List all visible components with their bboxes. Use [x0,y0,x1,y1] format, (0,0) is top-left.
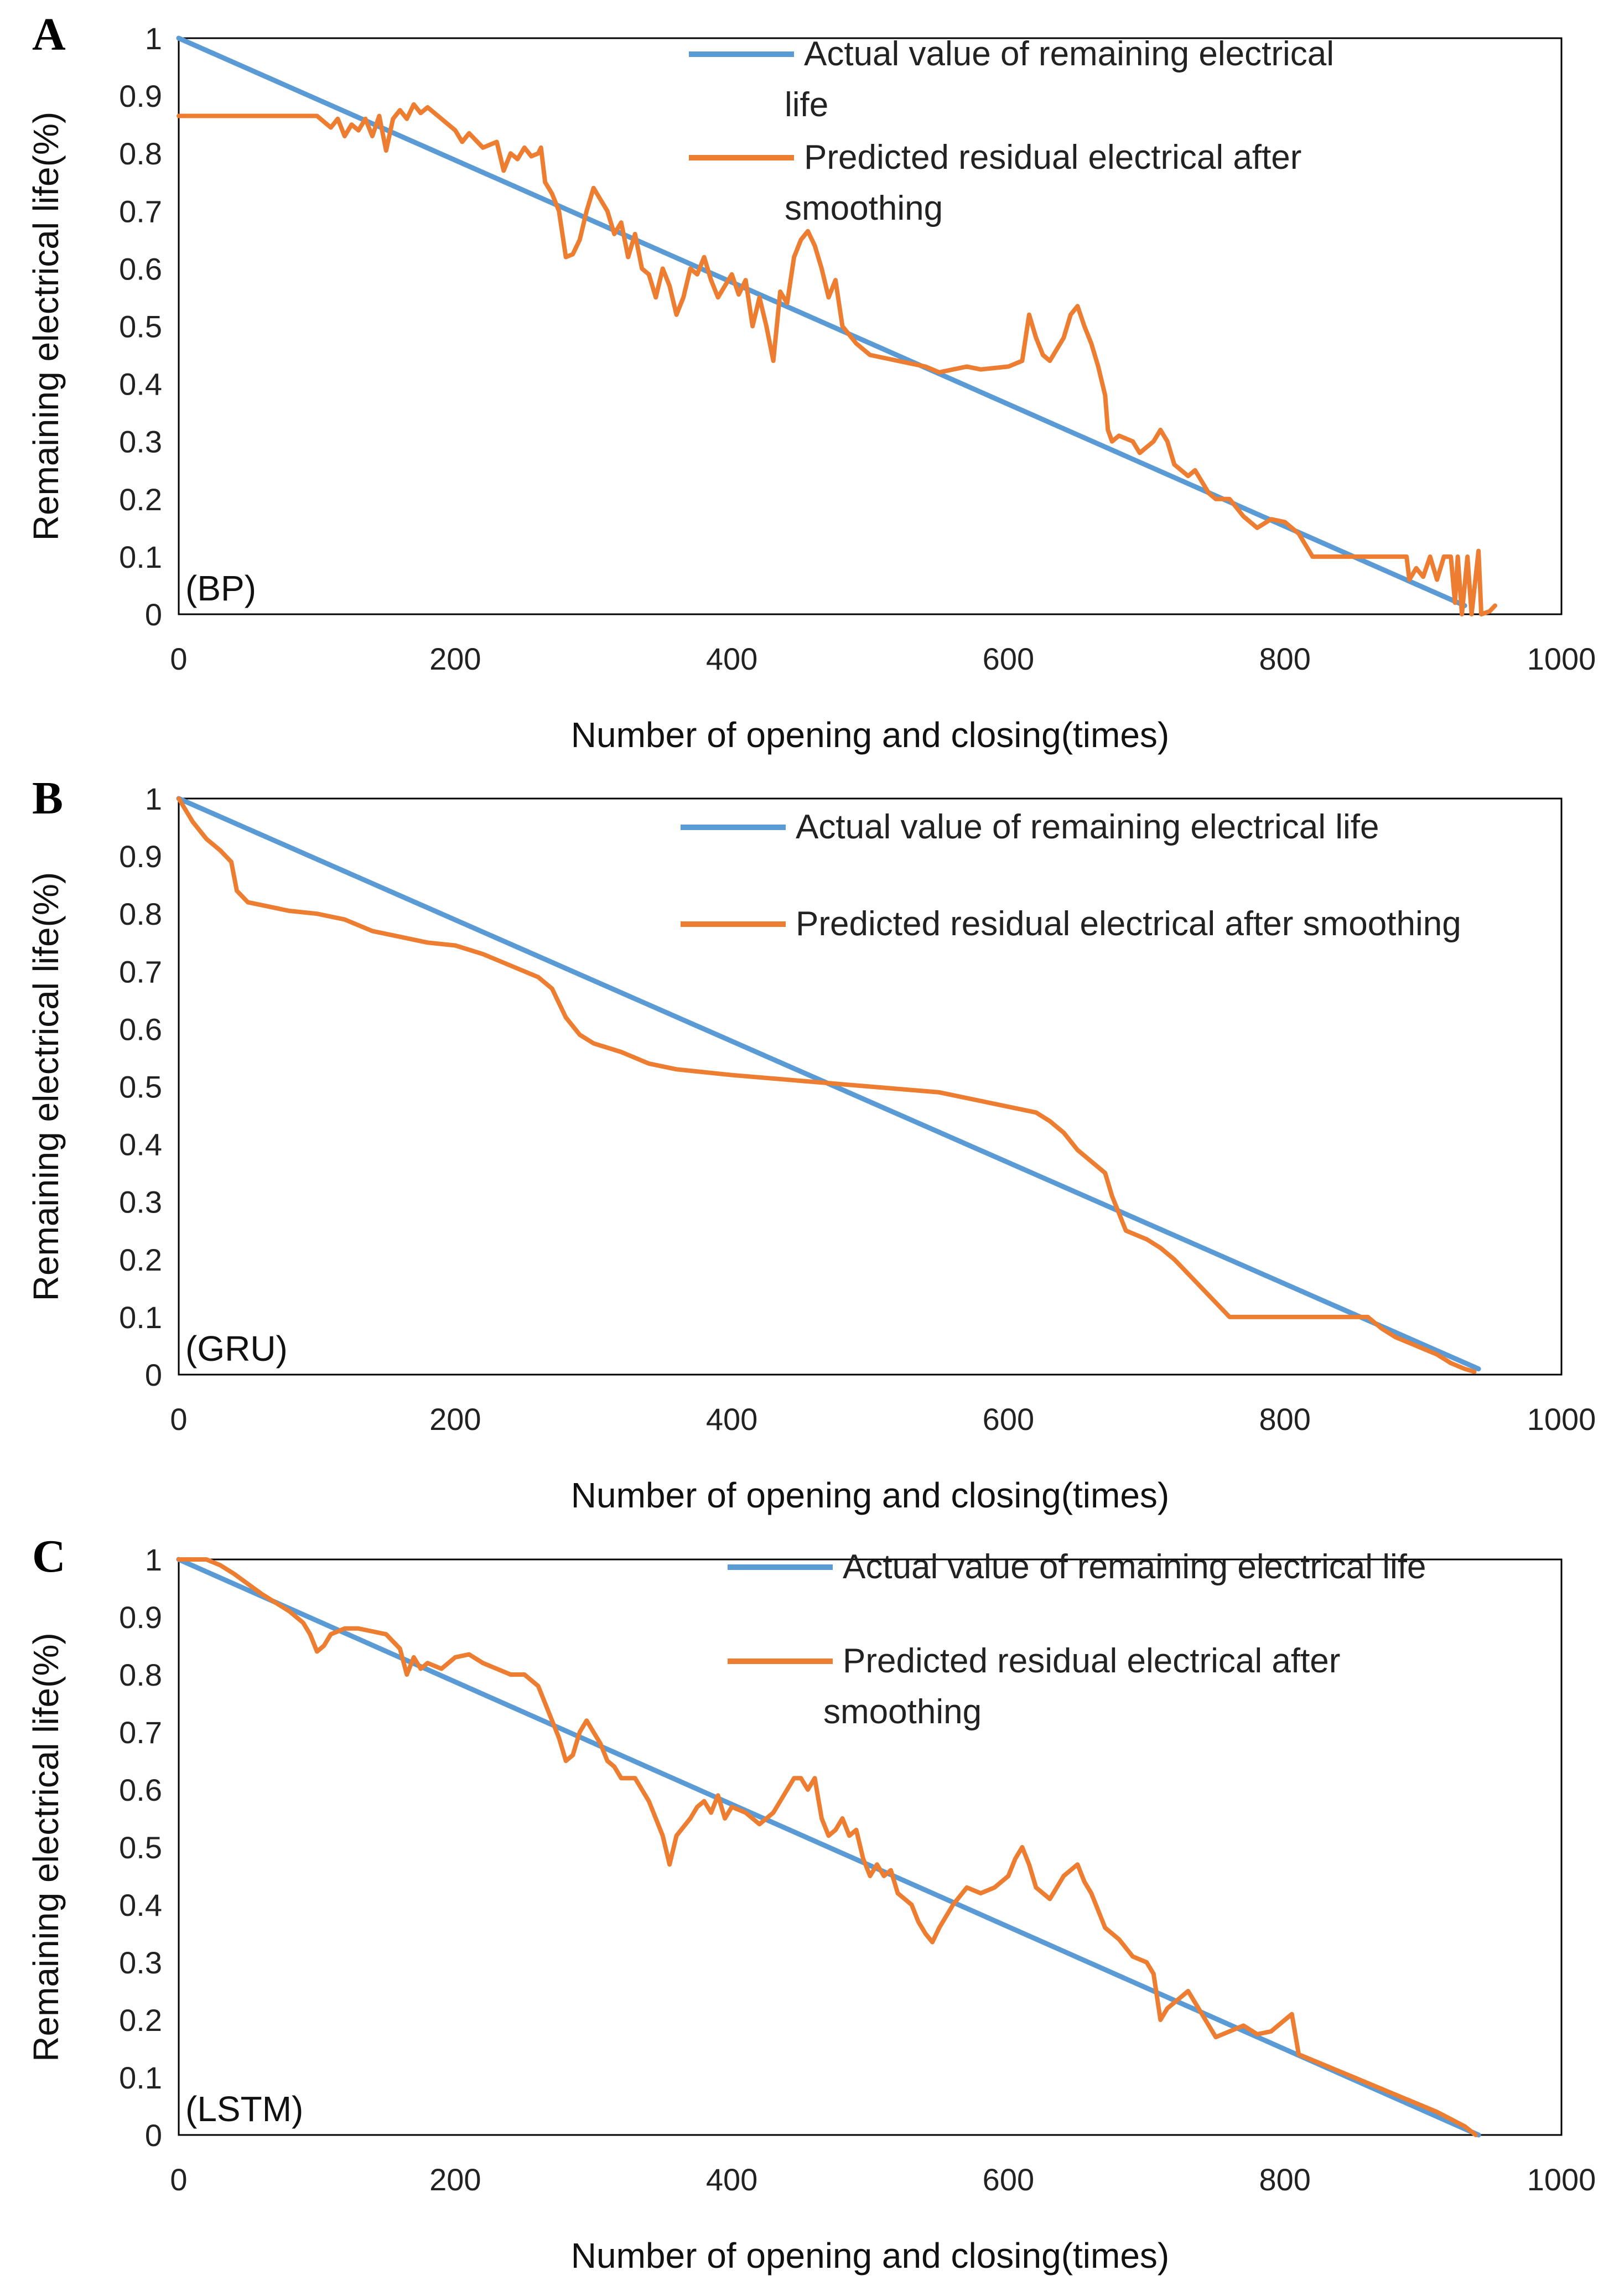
y-tick-label: 0.7 [119,194,162,229]
y-tick-label: 0.7 [119,954,162,989]
y-tick-label: 0.1 [119,540,162,574]
x-tick-label: 400 [706,2162,757,2197]
y-tick-label: 0.1 [119,1300,162,1335]
x-tick-label: 600 [983,641,1034,676]
x-tick-label: 200 [429,2162,481,2197]
x-tick-label: 200 [429,1402,481,1437]
y-tick-label: 0.9 [119,1600,162,1635]
x-axis-title: Number of opening and closing(times) [571,715,1169,755]
x-axis-title: Number of opening and closing(times) [571,1475,1169,1515]
y-tick-label: 0.8 [119,896,162,931]
y-tick-label: 0.3 [119,1185,162,1220]
predicted-series-line [177,102,1497,616]
predicted-series-line [177,1557,1478,2137]
y-tick-label: 0.4 [119,1127,162,1162]
y-tick-label: 0.1 [119,2060,162,2095]
x-tick-label: 600 [983,1402,1034,1437]
y-tick-label: 0 [145,597,162,632]
legend: Actual value of remaining electrical lif… [728,1548,1426,1731]
plot-frame [178,37,1563,615]
y-tick-label: 0.2 [119,2003,162,2038]
x-tick-label: 1000 [1527,2162,1596,2197]
x-tick-label: 200 [429,641,481,676]
x-tick-label: 800 [1259,2162,1310,2197]
x-tick-label: 1000 [1527,1402,1596,1437]
y-axis-title: Remaining electrical life(%) [26,872,66,1301]
y-tick-label: 0.5 [119,1070,162,1105]
y-tick-label: 0.5 [119,309,162,344]
y-tick-label: 0.9 [119,839,162,874]
y-tick-label: 0.2 [119,482,162,517]
legend-entry-label: smoothing [823,1693,982,1731]
actual-series-line [176,35,1467,608]
x-axis-title: Number of opening and closing(times) [571,2236,1169,2276]
y-tick-label: 0 [145,1357,162,1392]
panel-letter: C [32,1531,66,1582]
plot-frame [178,1558,1563,2136]
y-tick-label: 0.7 [119,1715,162,1750]
chart-panel-c: 0 0.1 0.2 0.3 0.4 0.5 0.6 0.7 0.8 0.9 1 0 200 400 600 8… [26,1531,1596,2276]
model-tag: (GRU) [185,1329,288,1369]
predicted-series-line [177,796,1477,1374]
y-tick-label: 0 [145,2118,162,2153]
y-tick-label: 1 [145,781,162,816]
y-tick-label: 0.4 [119,367,162,402]
y-tick-label: 0.3 [119,1945,162,1980]
y-tick-label: 0.9 [119,79,162,113]
y-tick-label: 0.8 [119,136,162,171]
y-tick-label: 0.3 [119,424,162,459]
legend: Actual value of remaining electrical life… [689,35,1334,227]
model-tag: (BP) [185,568,256,608]
y-tick-label: 0.4 [119,1888,162,1922]
legend-entry-label: Actual value of remaining electrical [804,35,1334,73]
y-tick-label: 1 [145,21,162,56]
x-tick-label: 0 [170,1402,187,1437]
legend-entry-label: Predicted residual electrical after smoo… [796,905,1461,943]
y-tick-label: 0.2 [119,1242,162,1277]
panel-letter: A [32,9,66,60]
chart-panel-a: 0 0.1 0.2 0.3 0.4 0.5 0.6 0.7 0.8 0.9 1 0 200 400 600 8… [26,9,1596,755]
legend-entry-label: Predicted residual electrical after [843,1642,1340,1680]
x-tick-label: 1000 [1527,641,1596,676]
y-tick-label: 0.6 [119,1772,162,1807]
y-axis-title: Remaining electrical life(%) [26,1632,66,2061]
y-tick-label: 0.8 [119,1657,162,1692]
legend-entry-label: Actual value of remaining electrical lif… [843,1548,1426,1586]
legend-entry-label: life [785,86,828,124]
legend-entry-label: smoothing [785,189,943,227]
x-tick-label: 400 [706,1402,757,1437]
x-tick-label: 0 [170,2162,187,2197]
chart-panel-b: 0 0.1 0.2 0.3 0.4 0.5 0.6 0.7 0.8 0.9 1 0 200 400 600 8… [26,773,1596,1515]
legend: Actual value of remaining electrical lif… [681,808,1461,943]
x-tick-label: 600 [983,2162,1034,2197]
model-tag: (LSTM) [185,2089,303,2129]
y-axis-title: Remaining electrical life(%) [26,112,66,541]
actual-series-line [176,1557,1481,2138]
y-tick-label: 0.6 [119,251,162,286]
y-tick-label: 0.5 [119,1830,162,1865]
plot-frame [178,797,1563,1376]
y-tick-label: 1 [145,1542,162,1577]
x-tick-label: 0 [170,641,187,676]
x-tick-label: 800 [1259,641,1310,676]
x-tick-label: 400 [706,641,757,676]
legend-entry-label: Predicted residual electrical after [804,138,1301,177]
panel-letter: B [32,773,63,824]
y-tick-label: 0.6 [119,1012,162,1046]
legend-entry-label: Actual value of remaining electrical lif… [796,808,1379,846]
x-tick-label: 800 [1259,1402,1310,1437]
